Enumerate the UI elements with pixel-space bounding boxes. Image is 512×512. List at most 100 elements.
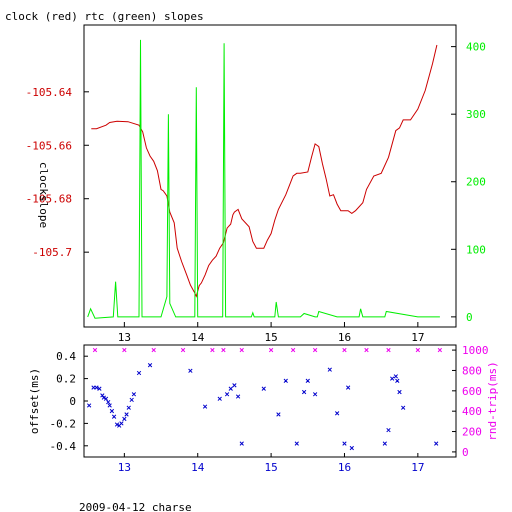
point-0-29: [261, 386, 266, 391]
top-left-tick-label-1: -105.66: [26, 139, 72, 152]
point-1-8: [290, 347, 296, 353]
point-0-3: [97, 386, 102, 391]
point-1-5: [221, 347, 226, 353]
point-0-39: [345, 385, 351, 390]
point-0-34: [305, 378, 310, 383]
point-1-13: [415, 347, 420, 353]
point-1-9: [312, 347, 318, 353]
top-x-tick-label-0: 13: [118, 331, 131, 344]
bottom-x-tick-label-0: 13: [118, 461, 131, 474]
point-0-22: [202, 404, 208, 409]
top-y-axis-label: clockslope: [37, 162, 50, 228]
bottom-plot-axes: 13 14 15 16 17 0.4 0.2 0 -0.2 -0.4 1000 800 600 400 20…: [50, 344, 489, 474]
point-0-41: [382, 441, 387, 446]
point-0-2: [94, 385, 99, 390]
bottom-right-tick-label-0: 1000: [462, 344, 489, 357]
point-1-6: [239, 347, 244, 353]
point-0-35: [312, 392, 318, 397]
point-0-33: [301, 389, 307, 395]
point-0-43: [390, 376, 395, 381]
point-0-19: [136, 370, 142, 376]
bottom-plot-series: [86, 347, 443, 451]
point-0-25: [228, 386, 233, 391]
point-1-2: [151, 347, 156, 353]
point-1-3: [180, 347, 186, 353]
point-0-13: [119, 421, 124, 426]
point-0-44: [393, 374, 398, 379]
point-0-30: [276, 412, 281, 417]
point-1-4: [210, 347, 215, 353]
bottom-left-tick-label-1: 0.2: [56, 373, 76, 386]
point-0-20: [147, 363, 153, 368]
point-0-24: [224, 392, 230, 397]
point-0-38: [342, 441, 347, 446]
bottom-plot-frame: [83, 344, 457, 458]
point-0-36: [327, 367, 332, 372]
point-0-48: [434, 441, 439, 446]
top-right-tick-label-0: 0: [466, 311, 473, 324]
chart-title: clock (red) rtc (green) slopes: [5, 10, 204, 23]
bottom-x-tick-label-1: 14: [191, 461, 205, 474]
top-plot-axes: 13 14 15 16 17 -105.64 -105.66 -105.68 -105.7 0 10…: [26, 41, 486, 344]
point-0-46: [397, 389, 402, 395]
top-right-tick-label-2: 200: [466, 176, 486, 189]
top-right-tick-label-3: 300: [466, 108, 486, 121]
point-1-11: [364, 347, 369, 353]
point-0-28: [239, 441, 244, 446]
point-0-7: [106, 399, 111, 405]
top-left-tick-label-2: -105.68: [26, 193, 72, 206]
bottom-x-tick-label-4: 17: [411, 461, 424, 474]
series-line-1: [87, 39, 440, 319]
point-0-21: [188, 368, 193, 373]
bottom-left-tick-label-4: -0.4: [50, 440, 77, 453]
top-plot-series: [87, 39, 440, 319]
top-right-tick-label-1: 100: [466, 243, 486, 256]
bottom-right-tick-label-5: 0: [462, 446, 469, 459]
point-0-26: [232, 383, 237, 388]
top-x-tick-label-4: 17: [411, 331, 424, 344]
top-right-tick-label-4: 400: [466, 41, 486, 54]
point-1-7: [268, 347, 274, 353]
bottom-left-axis-label: offset(ms): [28, 368, 41, 434]
point-0-40: [349, 445, 354, 451]
bottom-x-tick-label-3: 16: [338, 461, 351, 474]
point-1-14: [437, 347, 443, 353]
bottom-left-tick-label-0: 0.4: [56, 350, 76, 363]
bottom-left-tick-label-2: 0: [69, 395, 76, 408]
point-1-10: [342, 347, 347, 353]
point-0-6: [103, 396, 109, 401]
bottom-right-tick-label-2: 600: [462, 385, 482, 398]
point-0-8: [107, 403, 112, 408]
bottom-right-tick-label-3: 400: [462, 405, 482, 418]
bottom-right-tick-label-4: 200: [462, 426, 482, 439]
top-plot-frame: [83, 24, 457, 328]
point-0-37: [334, 411, 340, 416]
point-0-5: [101, 395, 106, 400]
point-1-1: [122, 347, 127, 353]
point-0-9: [109, 408, 115, 414]
point-1-12: [386, 347, 391, 353]
bottom-x-tick-label-2: 15: [264, 461, 277, 474]
bottom-left-tick-label-3: -0.2: [50, 417, 77, 430]
point-0-23: [217, 396, 222, 401]
point-0-4: [100, 393, 105, 398]
point-0-0: [86, 403, 92, 408]
bottom-right-tick-label-1: 800: [462, 364, 482, 377]
point-0-45: [395, 378, 400, 383]
point-0-15: [124, 412, 129, 417]
point-0-10: [111, 414, 117, 419]
footer-caption: 2009-04-12 charse: [79, 501, 192, 512]
point-0-31: [283, 378, 288, 383]
point-0-17: [129, 397, 134, 403]
top-x-tick-label-1: 14: [191, 331, 205, 344]
top-x-tick-label-3: 16: [338, 331, 351, 344]
bottom-right-axis-label: rnd-trip(ms): [486, 361, 499, 440]
point-0-27: [235, 394, 241, 399]
point-0-42: [386, 427, 391, 433]
point-0-14: [122, 416, 127, 422]
series-line-0: [91, 44, 438, 298]
point-0-16: [126, 405, 131, 410]
top-left-tick-label-0: -105.64: [26, 86, 73, 99]
top-left-tick-label-3: -105.7: [32, 246, 72, 259]
